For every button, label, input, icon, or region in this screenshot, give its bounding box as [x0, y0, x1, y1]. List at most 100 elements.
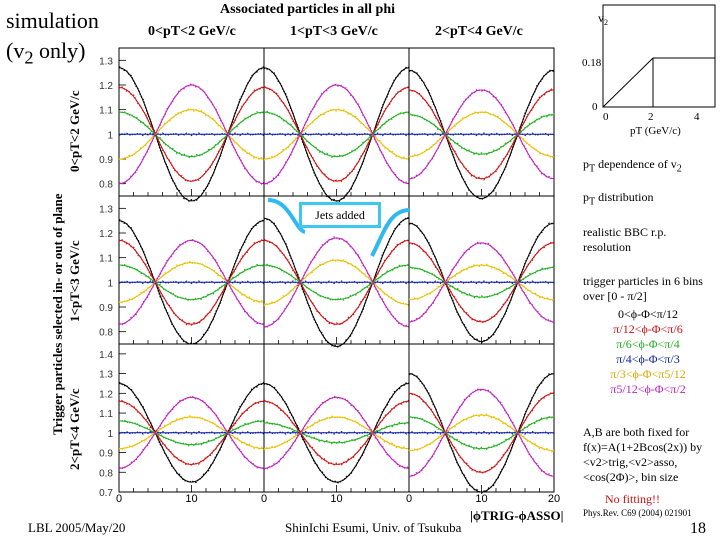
series-curve — [263, 383, 410, 483]
series-curve — [263, 84, 410, 185]
y-tick-label: 1.4 — [99, 350, 113, 361]
series-curve — [263, 396, 410, 469]
x-tick-label: 0 — [406, 493, 412, 505]
inset-rise-line — [602, 57, 654, 108]
y-tick-label: 1.3 — [99, 370, 113, 381]
series-curve — [408, 392, 555, 473]
footer-left: LBL 2005/May/20 — [28, 520, 126, 535]
panel-frame — [118, 343, 265, 493]
series-points — [263, 238, 410, 326]
series-curve — [263, 87, 410, 182]
chart-grid: 1.3 1.2 1.1 1 0.9 0.8 1.3 1.2 1.1 1 0.9 0.8 1.4 1.3 1.… — [99, 47, 560, 505]
panel-frame — [118, 195, 265, 345]
series-curve — [118, 396, 265, 469]
series-curve — [408, 388, 555, 477]
y-tick-label: 0.8 — [99, 328, 113, 339]
series-curve — [408, 414, 555, 452]
panel-frame — [263, 47, 410, 197]
series-points — [263, 430, 410, 435]
x-tick-label: 10 — [475, 493, 487, 505]
y-tick-label: 1.1 — [99, 106, 113, 117]
series-curve — [408, 89, 555, 180]
series-curve — [118, 84, 265, 185]
series-curve — [408, 69, 555, 200]
bin-legend-item: 0<ϕ-Φ<π/12 — [617, 307, 678, 321]
note-pt-distribution: pT distribution — [583, 190, 654, 208]
series-points — [408, 241, 555, 324]
series-points — [408, 280, 555, 285]
inset-frame — [602, 4, 716, 108]
series-curve — [263, 400, 410, 465]
inset-ytick-0: 0 — [592, 101, 598, 113]
inset-xtick-0: 0 — [603, 111, 609, 123]
inset-ytick-top: 0.18 — [582, 57, 602, 69]
series-curve — [118, 264, 265, 301]
jets-curve-left — [267, 198, 306, 234]
series-points — [263, 280, 410, 285]
series-points — [408, 88, 555, 181]
inset-xlabel: pT (GeV/c) — [630, 125, 681, 137]
series-points — [408, 132, 555, 137]
series-curve — [263, 237, 410, 328]
series-points — [408, 430, 555, 435]
series-points — [118, 132, 265, 137]
panel-frame — [408, 47, 555, 197]
y-tick-label: 1.3 — [99, 56, 113, 67]
series-curve — [118, 239, 265, 325]
y-tick-label: 1.2 — [99, 81, 113, 92]
series-curve — [408, 242, 555, 323]
note-no-fitting: No fitting!! — [605, 492, 660, 506]
series-points — [408, 263, 555, 302]
series-curve — [263, 217, 410, 348]
y-tick-label: 0.8 — [99, 180, 113, 191]
title-line-1: simulation — [6, 8, 99, 33]
y-tick-label: 1 — [107, 130, 113, 141]
note-fit: A,B are both fixed for f(x)=A(1+2Bcos(2x… — [583, 425, 703, 484]
series-points — [118, 430, 265, 435]
series-points — [118, 238, 265, 326]
series-curve — [119, 420, 264, 446]
jets-curve-right — [370, 208, 411, 257]
series-curve — [263, 422, 410, 444]
series-curve — [263, 109, 410, 160]
series-points — [118, 82, 265, 185]
series-points — [118, 419, 265, 447]
v2-inset: v2 0.18 0 0 2 4 pT (GeV/c) — [582, 4, 716, 137]
series-points — [118, 280, 265, 285]
panel-frame — [408, 343, 555, 493]
x-axis-title: |ϕTRIG-ϕASSO| — [470, 508, 564, 523]
y-tick-label: 0.8 — [99, 468, 113, 479]
inset-xtick-2: 2 — [648, 111, 654, 123]
inset-xtick-4: 4 — [694, 111, 700, 123]
series-curve — [118, 109, 265, 160]
series-curve — [263, 416, 410, 450]
y-tick-label: 1.2 — [99, 229, 113, 240]
bin-legend-item: π/6<ϕ-Φ<π/4 — [616, 337, 680, 351]
y-tick-label: 1 — [107, 278, 113, 289]
series-curve — [408, 267, 555, 298]
series-points — [263, 108, 410, 161]
series-curve — [118, 87, 265, 182]
panel-frame — [263, 343, 410, 493]
series-curve — [118, 239, 265, 325]
series-points — [408, 112, 555, 156]
series-curve — [408, 416, 555, 450]
series-points — [408, 265, 555, 299]
col-label-3: 2<pT<4 GeV/c — [435, 24, 523, 39]
simulation-title: simulation (v2 only) — [6, 6, 99, 72]
series-curve — [263, 67, 410, 202]
bin-legend-item: π5/12<ϕ-Φ<π/2 — [610, 382, 686, 396]
series-curve — [118, 67, 265, 202]
bin-legend-item: π/12<ϕ-Φ<π/6 — [613, 322, 683, 336]
y-tick-label: 1.1 — [99, 254, 113, 265]
series-curve — [408, 242, 555, 323]
y-tick-label: 1.2 — [99, 389, 113, 400]
series-curve — [263, 239, 410, 325]
series-points — [263, 85, 410, 183]
y-tick-label: 1.3 — [99, 204, 113, 215]
note-trigger: trigger particles in 6 bins over [0 - π/… — [583, 274, 703, 303]
note-bbc: realistic BBC r.p. resolution — [583, 225, 667, 254]
series-curve — [263, 259, 410, 305]
note-pt-dependence: pT dependence of v2 — [583, 157, 682, 175]
series-points — [408, 415, 555, 451]
